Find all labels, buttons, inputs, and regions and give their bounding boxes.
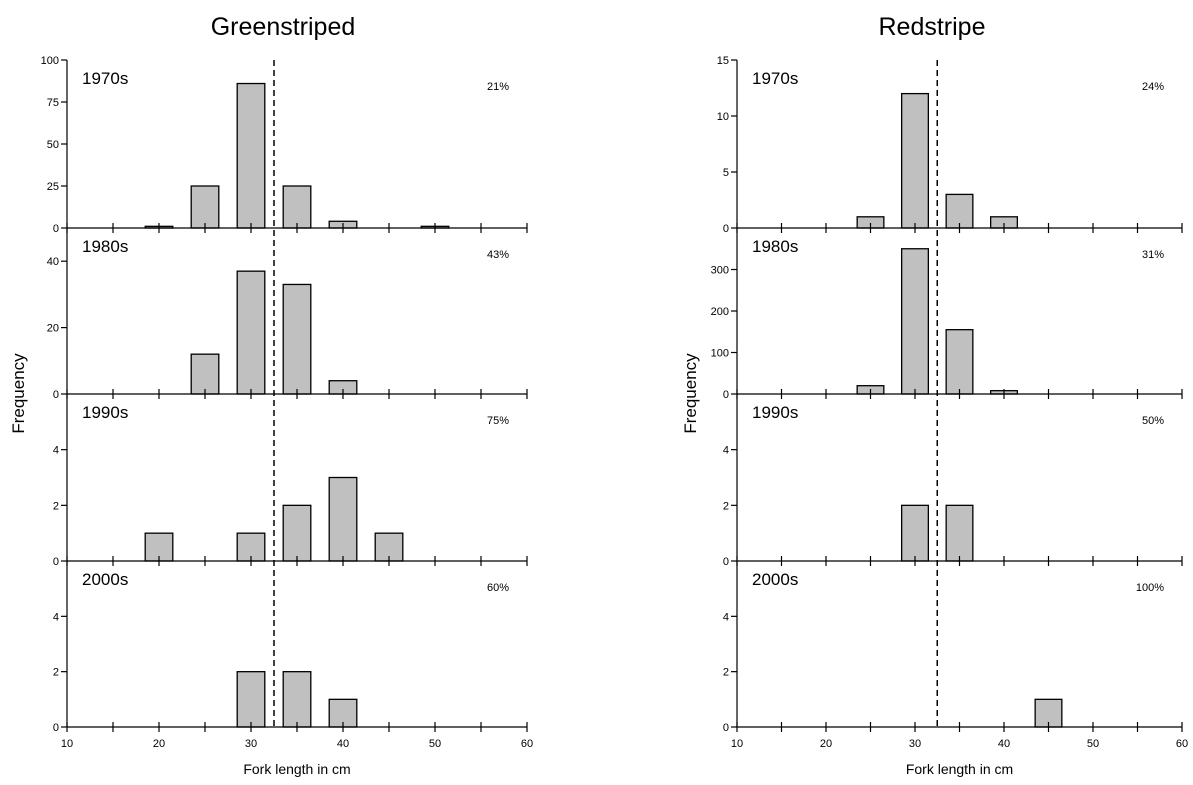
panel-1970s: 0 5 10 15 1970s 24% <box>717 55 1183 235</box>
y-tick-label: 0 <box>723 223 729 235</box>
bar <box>945 329 974 395</box>
y-tick-label: 2 <box>723 667 729 679</box>
panel-1990s: 0 2 4 1990s 75% <box>53 394 528 568</box>
y-tick-label: 2 <box>53 500 59 512</box>
bar <box>236 82 266 229</box>
y-tick-label: 4 <box>723 445 729 457</box>
bar <box>282 504 312 562</box>
bar <box>945 504 974 562</box>
y-tick-label: 0 <box>723 389 729 401</box>
y-tick-label: 15 <box>717 55 729 67</box>
bar <box>236 671 266 728</box>
y-tick-label: 0 <box>723 722 729 734</box>
panel-percent-label: 100% <box>1136 582 1164 594</box>
panel-decade-label: 1970s <box>752 69 798 88</box>
bar <box>901 248 930 395</box>
panel-decade-label: 2000s <box>752 570 798 589</box>
y-tick-label: 25 <box>47 181 59 193</box>
chart-title: Redstripe <box>879 13 986 41</box>
bar <box>190 185 220 229</box>
panel-percent-label: 24% <box>1142 81 1164 93</box>
y-tick-label: 2 <box>53 667 59 679</box>
panel-percent-label: 31% <box>1142 249 1164 261</box>
bar <box>190 353 220 395</box>
y-axis-label: Frequency <box>681 353 700 434</box>
y-tick-label: 50 <box>47 139 59 151</box>
y-tick-label: 0 <box>53 722 59 734</box>
panel-1990s: 0 2 4 1990s 50% <box>723 394 1183 568</box>
bar <box>236 270 266 395</box>
panel-decade-label: 1990s <box>82 403 128 422</box>
panel-percent-label: 60% <box>487 582 509 594</box>
y-tick-label: 0 <box>723 556 729 568</box>
panel-percent-label: 21% <box>487 81 509 93</box>
chart-title: Greenstriped <box>211 13 356 41</box>
panel-percent-label: 75% <box>487 415 509 427</box>
x-tick-label: 60 <box>521 738 533 750</box>
x-tick-label: 50 <box>429 738 441 750</box>
y-tick-label: 4 <box>53 445 59 457</box>
y-tick-label: 4 <box>723 611 729 623</box>
y-tick-label: 20 <box>47 323 59 335</box>
x-tick-label: 60 <box>1176 738 1188 750</box>
y-tick-label: 75 <box>47 97 59 109</box>
y-tick-label: 300 <box>711 265 729 277</box>
y-tick-label: 100 <box>41 55 59 67</box>
bar <box>901 92 930 229</box>
y-tick-label: 10 <box>717 111 729 123</box>
panel-1980s: 0 20 40 1980s 43% <box>47 228 528 401</box>
x-axis-label: Fork length in cm <box>243 761 350 777</box>
bar <box>328 476 358 562</box>
x-tick-label: 30 <box>909 738 921 750</box>
panel-decade-label: 1980s <box>752 237 798 256</box>
bar <box>282 671 312 728</box>
y-tick-label: 4 <box>53 611 59 623</box>
panel-decade-label: 1970s <box>82 69 128 88</box>
y-tick-label: 0 <box>53 389 59 401</box>
x-tick-label: 10 <box>61 738 73 750</box>
panel-1980s: 0 100 200 300 1980s 31% <box>711 228 1183 401</box>
x-tick-label: 30 <box>245 738 257 750</box>
y-tick-label: 2 <box>723 500 729 512</box>
y-tick-label: 100 <box>711 348 729 360</box>
y-tick-label: 5 <box>723 167 729 179</box>
x-tick-label: 20 <box>820 738 832 750</box>
panel-percent-label: 43% <box>487 249 509 261</box>
y-tick-label: 200 <box>711 306 729 318</box>
x-tick-label: 40 <box>337 738 349 750</box>
panel-2000s: 0 2 4 2000s 60% <box>53 561 528 734</box>
panel-2000s: 0 2 4 2000s 100% <box>723 561 1183 734</box>
x-tick-label: 10 <box>731 738 743 750</box>
panel-percent-label: 50% <box>1142 415 1164 427</box>
panel-decade-label: 2000s <box>82 570 128 589</box>
panel-decade-label: 1990s <box>752 403 798 422</box>
y-tick-label: 0 <box>53 223 59 235</box>
y-tick-label: 40 <box>47 256 59 268</box>
x-tick-label: 50 <box>1087 738 1099 750</box>
bar <box>282 185 312 229</box>
panel-1970s: 0 25 50 75 100 1970s 21% <box>41 55 528 235</box>
x-tick-label: 40 <box>998 738 1010 750</box>
x-axis-label: Fork length in cm <box>906 761 1013 777</box>
bar <box>901 504 930 562</box>
panel-decade-label: 1980s <box>82 237 128 256</box>
x-tick-label: 20 <box>153 738 165 750</box>
bar <box>282 283 312 395</box>
y-tick-label: 0 <box>53 556 59 568</box>
bar <box>945 193 974 229</box>
y-axis-label: Frequency <box>9 353 28 434</box>
